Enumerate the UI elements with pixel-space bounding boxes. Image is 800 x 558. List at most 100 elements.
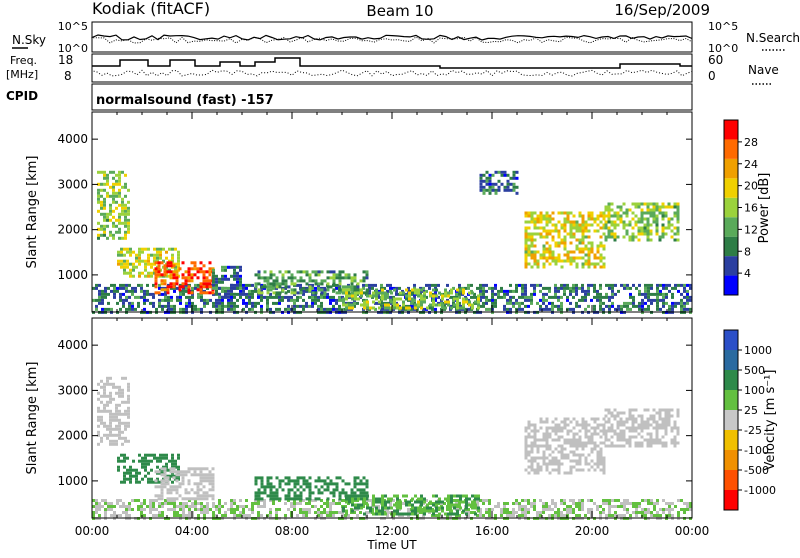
scatter-cell bbox=[467, 511, 470, 514]
scatter-cell bbox=[212, 511, 215, 514]
scatter-cell bbox=[643, 223, 647, 227]
scatter-cell bbox=[396, 500, 399, 504]
scatter-cell bbox=[157, 291, 161, 295]
scatter-cell bbox=[634, 426, 638, 430]
scatter-cell bbox=[599, 226, 603, 230]
scatter-cell bbox=[178, 285, 182, 289]
scatter-cell bbox=[569, 441, 573, 445]
scatter-cell bbox=[348, 303, 351, 307]
scatter-cell bbox=[202, 497, 206, 501]
scatter-cell bbox=[269, 270, 273, 274]
scatter-cell bbox=[676, 441, 680, 445]
scatter-cell bbox=[661, 408, 665, 412]
scatter-cell bbox=[408, 500, 411, 504]
scatter-cell bbox=[109, 415, 112, 419]
scatter-cell bbox=[572, 295, 575, 299]
scatter-cell bbox=[140, 295, 143, 299]
scatter-cell bbox=[637, 441, 641, 445]
scatter-cell bbox=[551, 502, 554, 505]
scatter-cell bbox=[607, 232, 611, 236]
scatter-cell bbox=[661, 441, 665, 445]
scatter-cell bbox=[272, 291, 276, 295]
scatter-cell bbox=[211, 488, 215, 492]
scatter-cell bbox=[329, 514, 332, 517]
scatter-cell bbox=[647, 502, 650, 505]
scatter-cell bbox=[144, 268, 147, 272]
scatter-cell bbox=[581, 262, 585, 266]
scatter-cell bbox=[357, 497, 360, 501]
scatter-cell bbox=[599, 265, 603, 269]
scatter-cell bbox=[566, 214, 570, 218]
scatter-cell bbox=[123, 262, 126, 266]
scatter-cell bbox=[168, 474, 171, 478]
colorbar-segment bbox=[724, 490, 738, 510]
scatter-cell bbox=[121, 209, 124, 213]
scatter-cell bbox=[536, 265, 540, 269]
scatter-cell bbox=[97, 233, 100, 237]
scatter-cell bbox=[269, 476, 273, 480]
scatter-cell bbox=[196, 288, 200, 292]
scatter-cell bbox=[593, 429, 597, 433]
scatter-cell bbox=[187, 270, 191, 274]
scatter-cell bbox=[604, 220, 608, 224]
scatter-cell bbox=[211, 479, 215, 483]
scatter-cell bbox=[435, 509, 438, 513]
scatter-cell bbox=[614, 499, 617, 502]
scatter-cell bbox=[593, 432, 597, 436]
scatter-cell bbox=[569, 438, 573, 442]
scatter-cell bbox=[462, 509, 465, 513]
scatter-cell bbox=[590, 450, 594, 454]
scatter-cell bbox=[607, 438, 611, 442]
scatter-cell bbox=[578, 241, 582, 245]
scatter-cell bbox=[157, 497, 161, 501]
scatter-cell bbox=[533, 502, 536, 505]
scatter-cell bbox=[512, 511, 515, 514]
scatter-cell bbox=[173, 286, 176, 290]
scatter-cell bbox=[500, 170, 504, 174]
scatter-cell bbox=[162, 247, 165, 251]
scatter-cell bbox=[533, 238, 537, 242]
scatter-cell bbox=[560, 301, 563, 305]
scatter-cell bbox=[132, 274, 135, 278]
scatter-cell bbox=[542, 432, 546, 436]
scatter-cell bbox=[607, 220, 611, 224]
scatter-cell bbox=[659, 508, 662, 511]
scatter-cell bbox=[533, 438, 537, 442]
scatter-cell bbox=[453, 512, 456, 516]
scatter-cell bbox=[100, 418, 103, 422]
scatter-cell bbox=[121, 388, 124, 392]
scatter-cell bbox=[116, 286, 119, 290]
scatter-cell bbox=[602, 459, 606, 463]
scatter-cell bbox=[120, 453, 123, 457]
scatter-cell bbox=[380, 301, 383, 305]
scatter-cell bbox=[560, 435, 564, 439]
scatter-cell bbox=[115, 415, 118, 419]
scatter-cell bbox=[647, 295, 650, 299]
scatter-cell bbox=[527, 499, 530, 502]
scatter-cell bbox=[599, 241, 603, 245]
scatter-cell bbox=[176, 505, 179, 508]
scatter-cell bbox=[138, 253, 141, 257]
scatter-cell bbox=[157, 267, 161, 271]
scatter-cell bbox=[422, 307, 425, 311]
scatter-cell bbox=[254, 502, 257, 505]
scatter-cell bbox=[375, 291, 378, 295]
scatter-cell bbox=[428, 283, 431, 287]
scatter-cell bbox=[188, 499, 191, 502]
scatter-cell bbox=[584, 259, 588, 263]
scatter-cell bbox=[646, 417, 650, 421]
scatter-cell bbox=[188, 508, 191, 511]
scatter-cell bbox=[181, 497, 185, 501]
scatter-cell bbox=[112, 197, 115, 201]
scatter-cell bbox=[308, 488, 312, 492]
scatter-cell bbox=[196, 485, 200, 489]
scatter-cell bbox=[122, 505, 125, 508]
scatter-cell bbox=[584, 229, 588, 233]
scatter-cell bbox=[176, 295, 179, 299]
scatter-cell bbox=[548, 289, 551, 293]
scatter-cell bbox=[417, 294, 420, 298]
scatter-cell bbox=[631, 426, 635, 430]
scatter-cell bbox=[411, 300, 414, 304]
scatter-cell bbox=[224, 304, 227, 308]
scatter-cell bbox=[444, 497, 447, 501]
